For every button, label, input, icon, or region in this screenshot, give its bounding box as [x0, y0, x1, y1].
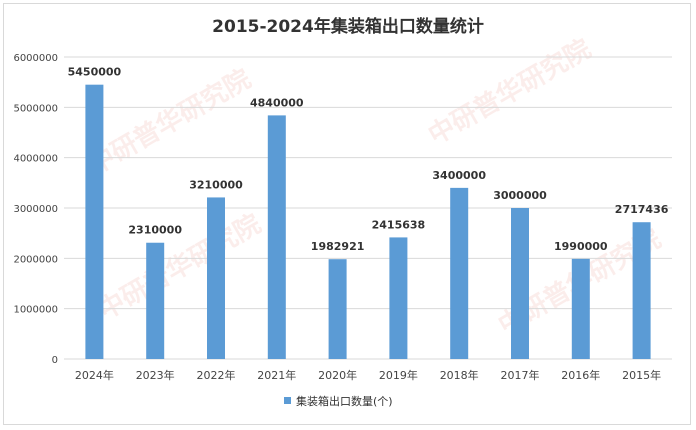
x-axis: 2024年 2023年 2022年 2021年 2020年 2019年 2018年 2017年…: [75, 368, 661, 382]
bar-series: [85, 84, 651, 360]
data-label: 5450000: [68, 66, 122, 79]
bar: [85, 84, 104, 359]
data-label: 3210000: [189, 178, 243, 191]
x-tick-label: 2018年: [440, 368, 479, 382]
grid-lines: [64, 56, 672, 360]
y-tick-label: 5000000: [13, 103, 58, 114]
x-tick-label: 2020年: [318, 368, 357, 382]
x-tick-label: 2023年: [136, 368, 175, 382]
x-tick-label: 2019年: [379, 368, 418, 382]
y-tick-label: 4000000: [13, 154, 58, 165]
bar: [389, 237, 408, 359]
y-tick-label: 2000000: [13, 254, 58, 265]
x-tick-label: 2017年: [501, 368, 540, 382]
y-tick-label: 3000000: [13, 204, 58, 215]
data-label: 2717436: [615, 203, 669, 216]
data-label: 2415638: [372, 218, 426, 231]
data-label: 2310000: [128, 224, 182, 237]
y-tick-label: 0: [52, 355, 58, 366]
x-tick-label: 2024年: [75, 368, 114, 382]
bar: [207, 197, 225, 359]
bar: [632, 222, 651, 359]
legend: 集装箱出口数量(个): [284, 394, 393, 408]
bar: [328, 259, 347, 359]
data-label: 3000000: [493, 189, 547, 202]
y-tick-label: 1000000: [13, 305, 58, 316]
watermark-text: 中研普华研究院: [83, 63, 256, 181]
x-tick-label: 2021年: [257, 368, 296, 382]
data-label: 3400000: [432, 169, 486, 182]
x-tick-label: 2016年: [561, 368, 600, 382]
bar: [571, 258, 590, 359]
bar: [267, 115, 286, 360]
legend-swatch: [284, 397, 291, 404]
chart-title: 2015-2024年集装箱出口数量统计: [212, 16, 484, 37]
x-tick-label: 2022年: [197, 368, 236, 382]
bar: [450, 187, 469, 359]
y-tick-label: 6000000: [13, 53, 58, 64]
data-label: 1990000: [554, 240, 608, 253]
y-axis: 0 1000000 2000000 3000000 4000000 5000000 6000…: [13, 53, 58, 366]
bar: [146, 242, 165, 359]
data-labels: 5450000 2310000 3210000 4840000 1982921 24156…: [68, 66, 669, 254]
bar: [511, 208, 529, 359]
x-tick-label: 2015年: [622, 368, 661, 382]
legend-label: 集装箱出口数量(个): [296, 394, 393, 408]
watermark-text: 中研普华研究院: [423, 33, 596, 151]
data-label: 1982921: [311, 240, 365, 253]
data-label: 4840000: [250, 96, 304, 109]
